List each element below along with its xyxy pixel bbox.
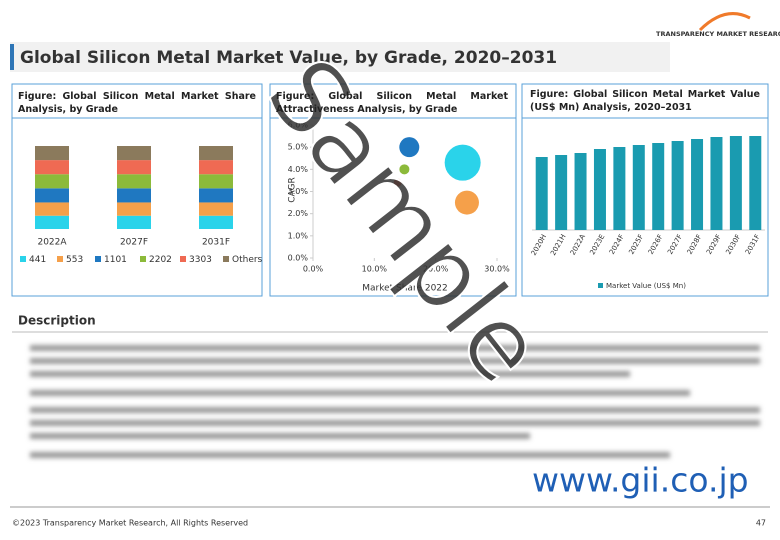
bar	[535, 157, 548, 230]
x-tick-label: 2027F	[120, 238, 148, 248]
bar-segment	[117, 174, 151, 189]
bar	[613, 147, 626, 230]
y-tick-label: 3.0%	[288, 187, 309, 196]
bar	[593, 149, 606, 230]
bar-segment	[35, 188, 69, 203]
x-tick-label: 2020H	[530, 233, 548, 257]
x-tick-label: 2029F	[705, 233, 723, 256]
x-tick-label: 2027F	[666, 233, 684, 256]
legend-label: Market Value (US$ Mn)	[606, 282, 686, 290]
x-tick-label: 20.0%	[423, 265, 449, 274]
bar-segment	[35, 160, 69, 175]
panel	[521, 83, 769, 297]
figure-title: Figure: Global Silicon Metal Market Shar…	[18, 91, 256, 115]
x-tick-label: 2022A	[569, 233, 587, 257]
bar	[652, 143, 665, 230]
bubble	[444, 144, 481, 181]
logo: TRANSPARENCY MARKET RESEARCH	[656, 30, 780, 38]
figure-title: Figure: Global Silicon Metal Market Valu…	[530, 89, 760, 113]
page-number: 47	[756, 519, 766, 528]
x-tick-label: 2024F	[608, 233, 626, 256]
bar	[671, 141, 684, 230]
page-title: Global Silicon Metal Market Value, by Gr…	[20, 48, 557, 68]
legend-label: 1101	[104, 255, 127, 265]
x-tick-label: 2031F	[744, 233, 762, 256]
bar-segment	[117, 160, 151, 175]
x-tick-label: 2022A	[37, 238, 67, 248]
legend-label: 3303	[189, 255, 212, 265]
x-tick-label: 2030F	[724, 233, 742, 256]
x-tick-label: 10.0%	[362, 265, 388, 274]
legend-marker	[95, 256, 101, 262]
x-tick-label: 2026F	[647, 233, 665, 256]
bar-segment	[117, 188, 151, 203]
bar	[632, 145, 645, 230]
panel	[269, 83, 517, 297]
bar	[710, 137, 723, 230]
bubble	[399, 164, 410, 175]
bar-segment	[199, 202, 233, 216]
legend-marker	[140, 256, 146, 262]
legend-marker	[598, 283, 603, 288]
bar	[729, 136, 742, 230]
header-accent	[10, 44, 14, 70]
blurred-text	[30, 345, 760, 458]
y-tick-label: 2.0%	[288, 209, 309, 218]
bar	[574, 153, 587, 230]
x-tick-label: 2028F	[686, 233, 704, 256]
bar	[691, 139, 704, 230]
legend-label: Others	[232, 255, 263, 265]
legend-marker	[57, 256, 63, 262]
site-url: www.gii.co.jp	[532, 461, 749, 500]
x-tick-label: 30.0%	[484, 265, 510, 274]
legend-marker	[20, 256, 26, 262]
bar-segment	[35, 202, 69, 216]
x-tick-label: 2025F	[627, 233, 645, 256]
bar-segment	[35, 215, 69, 229]
bar-segment	[117, 215, 151, 229]
x-axis-label: Market Share 2022	[362, 284, 448, 294]
x-tick-label: 2021H	[549, 233, 567, 257]
bar-segment	[199, 215, 233, 229]
bar-segment	[117, 202, 151, 216]
bar-segment	[199, 146, 233, 161]
bubble	[393, 178, 402, 187]
bar-segment	[199, 174, 233, 189]
bubble	[454, 190, 479, 215]
legend-marker	[223, 256, 229, 262]
panel	[11, 83, 263, 297]
y-tick-label: 5.0%	[288, 143, 309, 152]
header-band	[10, 42, 670, 72]
legend-marker	[180, 256, 186, 262]
bar	[749, 136, 762, 230]
y-tick-label: 4.0%	[288, 165, 309, 174]
bar-segment	[35, 146, 69, 161]
bar-segment	[117, 146, 151, 161]
figure-title: Figure: Global Silicon Metal Market Attr…	[276, 91, 508, 115]
copyright: ©2023 Transparency Market Research, All …	[12, 519, 248, 528]
y-tick-label: 1.0%	[288, 231, 309, 240]
y-tick-label: 0.0%	[288, 254, 309, 263]
x-tick-label: 2023E	[588, 233, 606, 256]
y-axis-label: CAGR	[288, 177, 298, 203]
legend-label: 2202	[149, 255, 172, 265]
y-tick-label: 6.0%	[288, 121, 309, 130]
logo-swoosh	[698, 12, 751, 32]
bar-segment	[199, 160, 233, 175]
bar-segment	[35, 174, 69, 189]
legend-label: 441	[29, 255, 46, 265]
legend-label: 553	[66, 255, 83, 265]
x-tick-label: 0.0%	[303, 265, 324, 274]
bar-segment	[199, 188, 233, 203]
x-tick-label: 2031F	[202, 238, 230, 248]
bubble	[399, 137, 420, 158]
bar	[555, 155, 568, 230]
description-heading: Description	[18, 314, 96, 328]
